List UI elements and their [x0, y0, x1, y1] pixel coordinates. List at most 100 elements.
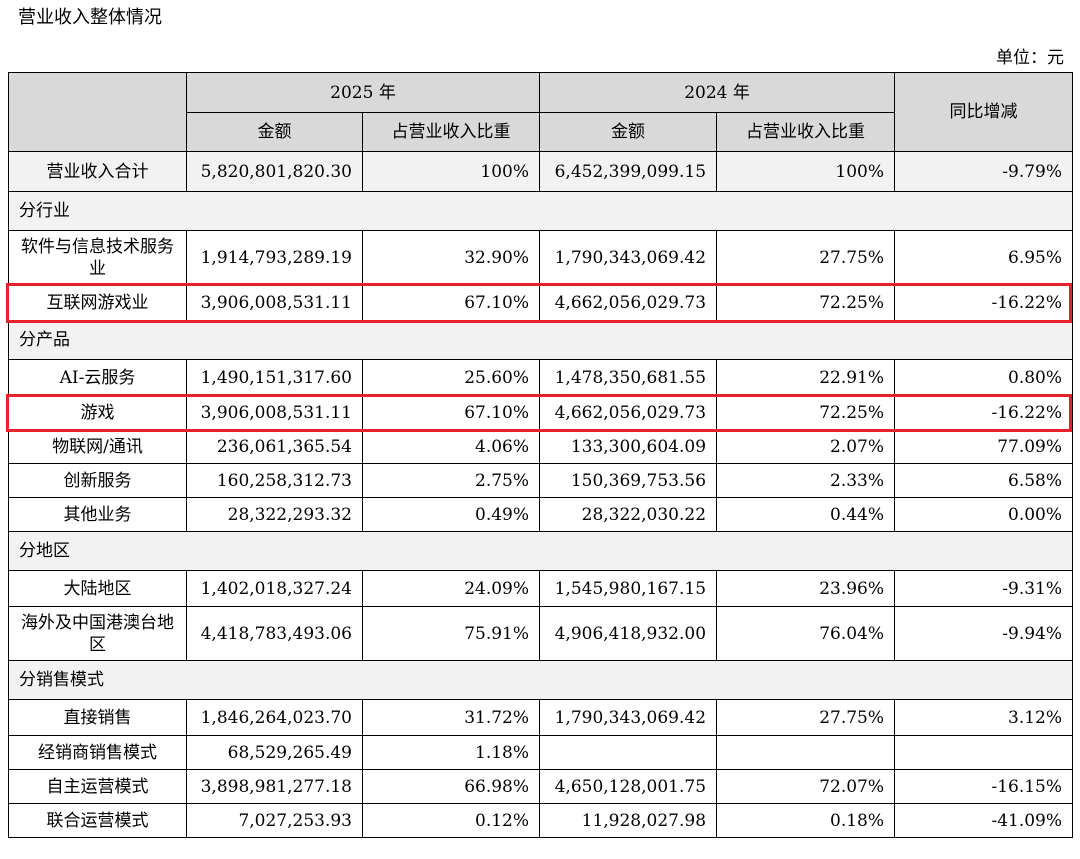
- row-share-2025: 67.10%: [361, 395, 541, 430]
- row-amount-2025: 3,906,008,531.11: [186, 284, 363, 321]
- row-amount-2025: 4,418,783,493.06: [186, 606, 363, 661]
- row-share-2025: 25.60%: [361, 359, 541, 396]
- row-yoy: -16.22%: [894, 395, 1074, 430]
- section-title: 分行业: [7, 191, 1074, 231]
- table-row: AI-云服务 1,490,151,317.60 25.60% 1,478,350…: [8, 359, 1074, 396]
- section-title: 分产品: [7, 320, 1074, 360]
- section-sales-mode: 分销售模式: [7, 660, 1074, 700]
- row-amount-2025: 1,402,018,327.24: [186, 570, 363, 607]
- total-yoy: -9.79%: [894, 151, 1074, 192]
- row-share-2024: 0.18%: [716, 803, 896, 838]
- row-share-2025: 75.91%: [361, 606, 541, 661]
- table-row: 软件与信息技术服务业 1,914,793,289.19 32.90% 1,790…: [8, 230, 1074, 285]
- row-amount-2025: 3,906,008,531.11: [186, 395, 363, 430]
- page-title: 营业收入整体情况: [18, 7, 162, 28]
- row-amount-2025: 1,914,793,289.19: [186, 230, 363, 285]
- header-year-2025: 2025 年: [185, 72, 541, 113]
- row-amount-2024: 1,790,343,069.42: [539, 699, 718, 736]
- row-amount-2025: 68,529,265.49: [186, 735, 363, 770]
- header-amount-2025: 金额: [186, 112, 363, 152]
- header-amount-2024: 金额: [539, 112, 718, 152]
- row-share-2025: 4.06%: [361, 429, 541, 464]
- row-amount-2025: 7,027,253.93: [186, 803, 363, 838]
- row-label: 经销商销售模式: [8, 735, 187, 770]
- row-label: 联合运营模式: [8, 803, 187, 838]
- row-amount-2024: 1,478,350,681.55: [539, 359, 718, 396]
- header-row-years: 2025 年 2024 年 同比增减: [8, 72, 1074, 152]
- row-share-2025: 0.12%: [361, 803, 541, 838]
- total-row: 营业收入合计 5,820,801,820.30 100% 6,452,399,0…: [8, 151, 1074, 192]
- section-region: 分地区: [7, 531, 1074, 571]
- row-label: 其他业务: [8, 497, 187, 532]
- row-yoy: [894, 735, 1074, 770]
- table-row: 自主运营模式 3,898,981,277.18 66.98% 4,650,128…: [8, 769, 1074, 804]
- row-share-2024: 2.33%: [716, 463, 896, 498]
- row-yoy: -9.94%: [894, 606, 1074, 661]
- row-amount-2024: 4,662,056,029.73: [539, 395, 718, 430]
- row-label: 物联网/通讯: [8, 429, 187, 464]
- section-title: 分销售模式: [7, 660, 1074, 700]
- section-title: 分地区: [7, 531, 1074, 571]
- row-amount-2024: 4,906,418,932.00: [539, 606, 718, 661]
- total-amount-2025: 5,820,801,820.30: [186, 151, 363, 192]
- row-amount-2024: 11,928,027.98: [539, 803, 718, 838]
- table-row: 创新服务 160,258,312.73 2.75% 150,369,753.56…: [8, 463, 1074, 498]
- total-share-2025: 100%: [361, 151, 541, 192]
- table-row: 联合运营模式 7,027,253.93 0.12% 11,928,027.98 …: [8, 803, 1074, 838]
- header-corner: [8, 72, 187, 152]
- row-share-2024: 76.04%: [716, 606, 896, 661]
- row-amount-2024: 4,650,128,001.75: [539, 769, 718, 804]
- row-share-2025: 66.98%: [361, 769, 541, 804]
- section-industry: 分行业: [7, 191, 1074, 231]
- row-amount-2025: 1,846,264,023.70: [186, 699, 363, 736]
- row-share-2024: [716, 735, 896, 770]
- row-amount-2024: 28,322,030.22: [539, 497, 718, 532]
- header-share-2024: 占营业收入比重: [716, 112, 896, 152]
- row-share-2025: 31.72%: [361, 699, 541, 736]
- header-yoy: 同比增减: [894, 72, 1074, 152]
- total-share-2024: 100%: [716, 151, 896, 192]
- row-share-2024: 72.25%: [716, 284, 896, 321]
- row-share-2025: 24.09%: [361, 570, 541, 607]
- table-row: 物联网/通讯 236,061,365.54 4.06% 133,300,604.…: [8, 429, 1074, 464]
- row-amount-2024: 4,662,056,029.73: [539, 284, 718, 321]
- row-share-2024: 72.25%: [716, 395, 896, 430]
- row-share-2024: 23.96%: [716, 570, 896, 607]
- row-yoy: 77.09%: [894, 429, 1074, 464]
- row-label: 创新服务: [8, 463, 187, 498]
- row-share-2024: 2.07%: [716, 429, 896, 464]
- row-yoy: -16.22%: [894, 284, 1074, 321]
- row-share-2025: 67.10%: [361, 284, 541, 321]
- unit-label: 单位：元: [996, 48, 1064, 68]
- row-share-2025: 2.75%: [361, 463, 541, 498]
- table-row: 大陆地区 1,402,018,327.24 24.09% 1,545,980,1…: [8, 570, 1074, 607]
- header-row-columns: 金额 占营业收入比重 金额 占营业收入比重: [9, 112, 1073, 152]
- total-amount-2024: 6,452,399,099.15: [539, 151, 718, 192]
- table-row: 海外及中国港澳台地区 4,418,783,493.06 75.91% 4,906…: [8, 606, 1074, 661]
- row-amount-2025: 28,322,293.32: [186, 497, 363, 532]
- row-yoy: 0.00%: [894, 497, 1074, 532]
- total-label: 营业收入合计: [8, 151, 187, 192]
- row-label: 海外及中国港澳台地区: [8, 606, 187, 661]
- header-share-2025: 占营业收入比重: [361, 112, 541, 152]
- row-amount-2025: 3,898,981,277.18: [186, 769, 363, 804]
- row-yoy: -16.15%: [894, 769, 1074, 804]
- row-yoy: -41.09%: [894, 803, 1074, 838]
- table-row: 经销商销售模式 68,529,265.49 1.18%: [8, 735, 1074, 770]
- table-row: 其他业务 28,322,293.32 0.49% 28,322,030.22 0…: [8, 497, 1074, 532]
- table-row: 直接销售 1,846,264,023.70 31.72% 1,790,343,0…: [8, 699, 1074, 736]
- row-yoy: 6.58%: [894, 463, 1074, 498]
- row-amount-2025: 160,258,312.73: [186, 463, 363, 498]
- row-amount-2024: 133,300,604.09: [539, 429, 718, 464]
- row-share-2025: 1.18%: [361, 735, 541, 770]
- row-yoy: 0.80%: [894, 359, 1074, 396]
- table-row: 互联网游戏业 3,906,008,531.11 67.10% 4,662,056…: [8, 284, 1074, 321]
- row-label: 直接销售: [8, 699, 187, 736]
- row-amount-2025: 236,061,365.54: [186, 429, 363, 464]
- row-amount-2024: 150,369,753.56: [539, 463, 718, 498]
- row-yoy: 6.95%: [894, 230, 1074, 285]
- row-share-2024: 72.07%: [716, 769, 896, 804]
- row-share-2025: 0.49%: [361, 497, 541, 532]
- row-share-2024: 27.75%: [716, 230, 896, 285]
- row-share-2024: 0.44%: [716, 497, 896, 532]
